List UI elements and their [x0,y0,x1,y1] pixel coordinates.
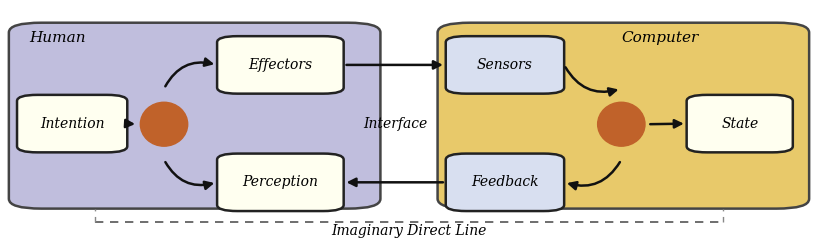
Ellipse shape [141,102,187,146]
FancyBboxPatch shape [686,95,793,152]
Text: Human: Human [29,31,86,45]
Text: Imaginary Direct Line: Imaginary Direct Line [331,224,487,238]
Text: State: State [721,117,758,131]
FancyBboxPatch shape [9,23,380,209]
FancyBboxPatch shape [438,23,809,209]
Text: Interface: Interface [363,117,427,131]
FancyBboxPatch shape [217,36,344,94]
Text: Effectors: Effectors [249,58,312,72]
FancyBboxPatch shape [17,95,128,152]
FancyBboxPatch shape [446,36,564,94]
Ellipse shape [598,102,645,146]
Text: Feedback: Feedback [471,175,539,189]
Text: Sensors: Sensors [477,58,533,72]
Text: Computer: Computer [622,31,699,45]
FancyBboxPatch shape [217,154,344,211]
Text: Perception: Perception [242,175,318,189]
FancyBboxPatch shape [446,154,564,211]
Text: Intention: Intention [40,117,105,131]
